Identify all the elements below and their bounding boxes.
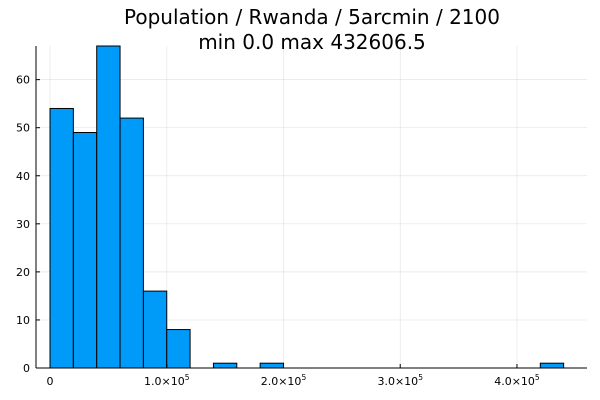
y-tick-label: 30: [16, 218, 30, 231]
chart-subtitle: min 0.0 max 432606.5: [198, 30, 426, 54]
histogram-bar: [119, 117, 144, 369]
y-tick-label: 40: [16, 170, 30, 183]
histogram-bar: [142, 290, 168, 369]
histogram-bar: [212, 362, 238, 369]
x-tick-label: 3.0×105: [377, 373, 423, 388]
x-tick-label: 0: [47, 375, 54, 388]
histogram-bar: [49, 107, 74, 369]
tick-labels: 0 10 20 30 40 50 60 0 1.0×105 2.0×105 3.0×105 4.0×1…: [16, 74, 540, 388]
histogram-bar: [96, 45, 121, 369]
y-tick-label: 10: [16, 314, 30, 327]
histogram-bars: [49, 45, 565, 369]
x-tick-label: 2.0×105: [261, 373, 307, 388]
histogram-bar: [166, 329, 191, 369]
histogram-bar: [72, 132, 98, 369]
histogram-bar: [539, 362, 565, 369]
x-tick-label: 4.0×105: [494, 373, 540, 388]
chart-title: Population / Rwanda / 5arcmin / 2100: [124, 5, 500, 29]
y-tick-label: 60: [16, 74, 30, 87]
axes: [35, 46, 587, 369]
y-tick-label: 20: [16, 266, 30, 279]
y-tick-label: 0: [23, 362, 30, 375]
histogram-bar: [259, 362, 284, 369]
x-tick-label: 1.0×105: [144, 373, 190, 388]
y-tick-label: 50: [16, 122, 30, 135]
